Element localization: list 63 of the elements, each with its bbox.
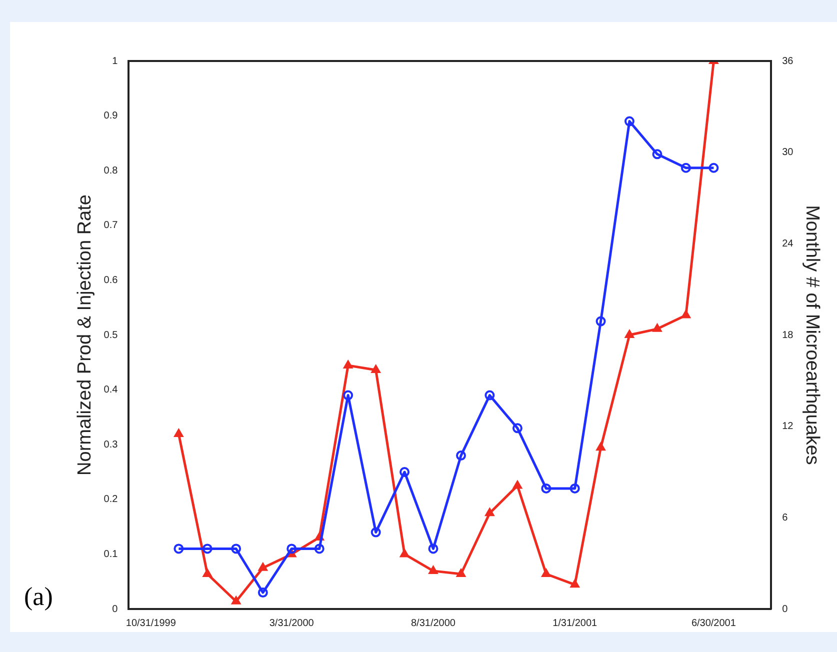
y2-tick-label: 0 (782, 604, 788, 615)
point (231, 544, 242, 554)
point (570, 580, 580, 588)
point (371, 365, 380, 374)
point (370, 527, 381, 538)
y-tick-label: 0.7 (104, 220, 118, 232)
point (681, 310, 690, 318)
point (512, 423, 522, 434)
point (314, 544, 324, 554)
text: (a) (24, 582, 53, 612)
y-axis-title: Normalized Prod & Injection Rate (74, 194, 96, 476)
y2-axis-title: Monthly # of Microearthquakes (801, 205, 822, 465)
point (456, 568, 466, 577)
point (344, 360, 353, 368)
point (596, 316, 606, 326)
point (484, 390, 495, 400)
point (258, 588, 268, 598)
y-tick-label: 0 (112, 604, 118, 615)
y2-tick-label: 24 (782, 238, 794, 250)
point (343, 390, 354, 400)
y-tick-label: 0.6 (104, 274, 118, 286)
point (512, 480, 522, 489)
y-tick-label: 0.5 (104, 330, 118, 341)
y2-tick-label: 6 (782, 512, 788, 524)
point (708, 162, 719, 173)
point (400, 467, 410, 477)
point (456, 450, 466, 461)
y-tick-label: 0.8 (104, 165, 118, 176)
y-tick-label: 0.2 (104, 494, 118, 506)
point (232, 596, 241, 604)
x-tick-label: 10/31/1999 (126, 618, 176, 629)
y-tick-label: 1 (112, 56, 118, 67)
point (202, 544, 212, 554)
x-tick-label: 1/31/2001 (552, 618, 598, 629)
y-tick-label: 0.1 (104, 548, 118, 560)
point (258, 562, 268, 571)
point (624, 330, 634, 338)
point (286, 544, 297, 554)
point (202, 568, 212, 577)
point (400, 549, 409, 558)
x-tick-label: 3/31/2000 (269, 618, 314, 629)
point (428, 566, 438, 574)
y-tick-label: 0.3 (104, 439, 118, 450)
point (680, 162, 691, 173)
point (570, 483, 580, 494)
point (596, 442, 606, 451)
point (428, 544, 438, 554)
y2-tick-label: 18 (782, 330, 794, 341)
point (624, 116, 634, 126)
x-tick-label: 6/30/2001 (691, 618, 736, 629)
point (174, 428, 184, 437)
y2-tick-label: 12 (782, 421, 794, 432)
point (485, 508, 494, 516)
point (652, 149, 662, 160)
x-tick-label: 8/31/2000 (410, 618, 456, 629)
point (652, 324, 662, 332)
y-tick-label: 0.4 (104, 384, 118, 396)
y2-tick-label: 36 (782, 56, 794, 67)
point (542, 568, 551, 577)
y-tick-label: 0.9 (104, 110, 118, 122)
point (541, 483, 552, 494)
y2-tick-label: 30 (782, 147, 794, 158)
point (174, 544, 184, 554)
